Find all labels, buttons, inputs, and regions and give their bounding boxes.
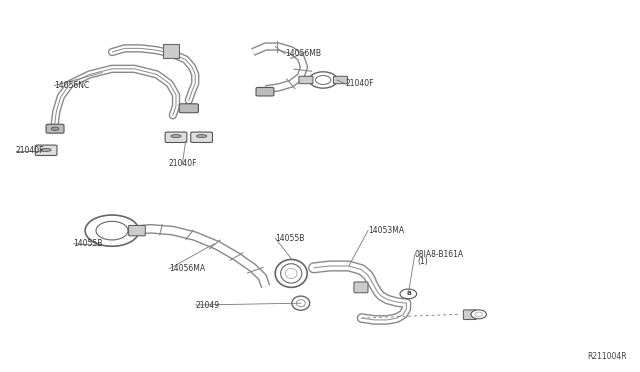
Ellipse shape: [275, 260, 307, 287]
Circle shape: [309, 72, 337, 88]
Text: 08IA8-B161A: 08IA8-B161A: [415, 250, 464, 259]
Text: (1): (1): [417, 257, 428, 266]
FancyBboxPatch shape: [46, 124, 64, 133]
FancyBboxPatch shape: [333, 76, 348, 84]
Circle shape: [471, 310, 486, 319]
Text: R211004R: R211004R: [588, 352, 627, 361]
FancyBboxPatch shape: [129, 225, 145, 236]
Ellipse shape: [41, 148, 51, 151]
Text: 21049: 21049: [195, 301, 220, 310]
FancyBboxPatch shape: [163, 44, 179, 58]
FancyBboxPatch shape: [165, 132, 187, 142]
Circle shape: [475, 312, 483, 317]
Text: B: B: [406, 291, 411, 296]
Ellipse shape: [171, 135, 181, 138]
Circle shape: [85, 215, 139, 246]
Text: 14056MB: 14056MB: [285, 49, 321, 58]
Text: 14055B: 14055B: [275, 234, 305, 243]
Text: 21040F: 21040F: [16, 146, 45, 155]
Ellipse shape: [196, 135, 207, 138]
Text: 14053MA: 14053MA: [368, 226, 404, 235]
FancyBboxPatch shape: [35, 145, 57, 155]
FancyBboxPatch shape: [179, 104, 198, 113]
Ellipse shape: [296, 300, 305, 307]
Text: 14056MA: 14056MA: [170, 264, 205, 273]
Text: 21040F: 21040F: [346, 79, 374, 88]
FancyBboxPatch shape: [191, 132, 212, 142]
FancyBboxPatch shape: [256, 87, 274, 96]
Ellipse shape: [280, 264, 302, 283]
Text: 21040F: 21040F: [168, 159, 196, 168]
FancyBboxPatch shape: [354, 282, 368, 293]
Ellipse shape: [51, 127, 59, 131]
Ellipse shape: [292, 296, 310, 310]
FancyBboxPatch shape: [463, 310, 476, 320]
FancyBboxPatch shape: [299, 76, 313, 84]
Circle shape: [400, 289, 417, 299]
Circle shape: [316, 76, 331, 84]
Text: 14056NC: 14056NC: [54, 81, 90, 90]
Ellipse shape: [285, 268, 297, 279]
Text: 14055B: 14055B: [74, 239, 103, 248]
Circle shape: [96, 221, 128, 240]
